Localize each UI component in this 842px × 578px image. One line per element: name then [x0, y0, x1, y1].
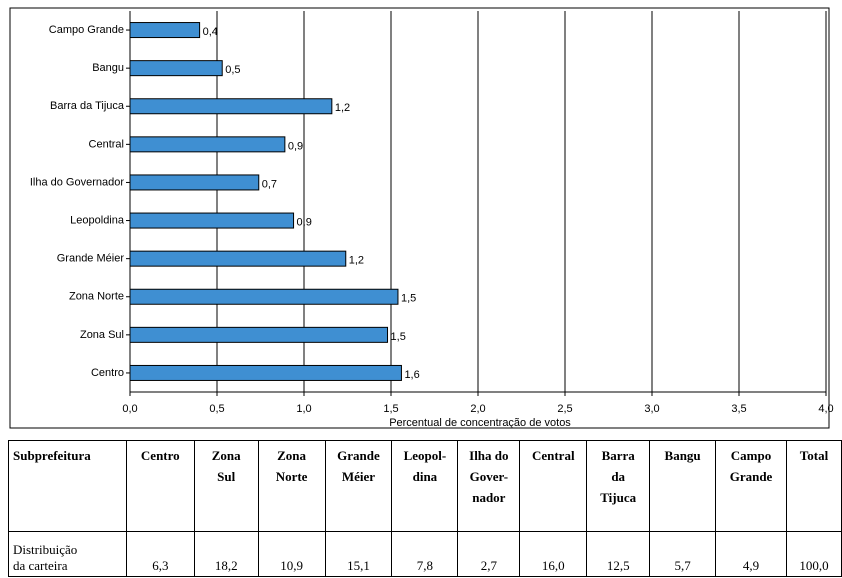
- value-label: 1,2: [335, 102, 350, 114]
- data-row: Distribuição da carteira 6,3 18,2 10,9 15,1 7,…: [8, 531, 842, 577]
- cell-line: nador: [472, 490, 506, 505]
- cell-line: dina: [412, 469, 438, 484]
- header-cell: Central: [519, 440, 588, 532]
- bar: [129, 60, 223, 77]
- y-tick-label: Central: [89, 138, 124, 150]
- x-tick-label: 2,0: [470, 403, 485, 415]
- bar: [129, 288, 399, 305]
- bar: [129, 364, 402, 381]
- x-tick-label: 0,0: [122, 403, 137, 415]
- y-tick-label: Barra da Tijuca: [50, 100, 125, 112]
- value-label: 0,5: [225, 64, 240, 76]
- data-cell: 12,5: [586, 531, 651, 577]
- cell-line: Gover-: [469, 469, 509, 484]
- data-cell: 18,2: [193, 531, 259, 577]
- value-label: 1,5: [401, 293, 416, 305]
- cell-line: da carteira: [13, 558, 68, 573]
- header-cell: Grande Méier: [324, 440, 393, 532]
- data-cell: 5,7: [649, 531, 717, 577]
- data-cell: 6,3: [125, 531, 195, 577]
- data-cell: 7,8: [391, 531, 459, 577]
- x-tick-label: 0,5: [209, 403, 224, 415]
- bar: [129, 326, 389, 343]
- cell-line: Campo: [730, 448, 772, 463]
- bar: [129, 22, 201, 39]
- x-tick-label: 3,5: [731, 403, 746, 415]
- cell-line: da: [611, 469, 626, 484]
- value-label: 1,2: [349, 255, 364, 267]
- x-tick-label: 1,5: [383, 403, 398, 415]
- cell-line: Grande: [729, 469, 773, 484]
- cell-line: Méier: [341, 469, 376, 484]
- header-cell: Barra da Tijuca: [586, 440, 651, 532]
- cell-line: Zona: [277, 448, 307, 463]
- header-cell: Zona Norte: [257, 440, 326, 532]
- x-tick-label: 1,0: [296, 403, 311, 415]
- chart-frame: [9, 7, 830, 429]
- cell-line: Total: [799, 448, 829, 463]
- bar: [129, 98, 333, 115]
- value-label: 0,4: [203, 26, 218, 38]
- y-tick-label: Ilha do Governador: [30, 176, 125, 188]
- y-tick-label: Campo Grande: [49, 24, 124, 36]
- cell-line: Tijuca: [600, 490, 637, 505]
- cell-line: Ilha do: [469, 448, 509, 463]
- data-cell: Distribuição da carteira: [8, 531, 127, 577]
- data-cell: 10,9: [257, 531, 326, 577]
- x-tick-label: 2,5: [557, 403, 572, 415]
- y-tick-label: Grande Méier: [57, 253, 125, 265]
- cell-line: Barra: [601, 448, 635, 463]
- value-label: 0,9: [288, 140, 303, 152]
- data-cell: 15,1: [324, 531, 393, 577]
- bar: [129, 174, 260, 191]
- header-cell: Subprefeitura: [8, 440, 127, 532]
- chart: Percentual de concentração de votos 0,0 0…: [9, 7, 834, 429]
- cell-line: Leopol-: [403, 448, 447, 463]
- y-tick-label: Centro: [91, 367, 124, 379]
- data-cell: 2,7: [457, 531, 521, 577]
- bar: [129, 212, 295, 229]
- cell-line: Central: [531, 448, 575, 463]
- header-cell: Zona Sul: [193, 440, 259, 532]
- x-axis-label: Percentual de concentração de votos: [389, 417, 571, 429]
- header-cell: Centro: [125, 440, 195, 532]
- cell-line: Centro: [140, 448, 180, 463]
- value-label: 1,6: [404, 369, 419, 381]
- value-label: 0,7: [262, 178, 277, 190]
- value-label: 1,5: [391, 331, 406, 343]
- header-cell: Leopol-dina: [391, 440, 459, 532]
- cell-line: Norte: [275, 469, 308, 484]
- cell-line: Zona: [211, 448, 241, 463]
- y-tick-label: Leopoldina: [70, 214, 125, 226]
- header-cell: Campo Grande: [715, 440, 787, 532]
- cell-line: Subprefeitura: [13, 448, 91, 463]
- x-tick-label: 4,0: [818, 403, 833, 415]
- y-tick-label: Zona Sul: [80, 329, 124, 341]
- bar: [129, 136, 286, 153]
- header-row: Subprefeitura Centro Zona Sul Zona Norte Grand…: [8, 440, 842, 532]
- data-cell: 4,9: [715, 531, 787, 577]
- data-cell: 100,0: [785, 531, 842, 577]
- cell-line: Sul: [217, 469, 236, 484]
- data-table: Subprefeitura Centro Zona Sul Zona Norte Grand…: [8, 440, 842, 577]
- bar: [129, 250, 347, 267]
- header-cell: Total: [785, 440, 842, 532]
- header-cell: Bangu: [649, 440, 717, 532]
- header-cell: Ilha do Gover-nador: [457, 440, 521, 532]
- y-tick-label: Zona Norte: [69, 291, 124, 303]
- x-tick-label: 3,0: [644, 403, 659, 415]
- cell-line: Distribuição: [13, 542, 78, 557]
- cell-line: Grande: [337, 448, 380, 463]
- value-label: 0,9: [297, 216, 312, 228]
- y-tick-label: Bangu: [92, 62, 124, 74]
- cell-line: Bangu: [664, 448, 701, 463]
- data-cell: 16,0: [519, 531, 588, 577]
